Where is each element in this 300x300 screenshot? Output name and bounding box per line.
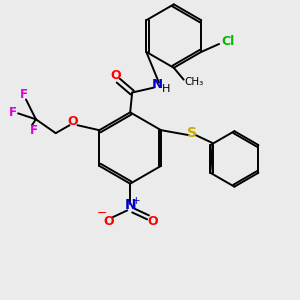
Text: O: O <box>110 69 121 82</box>
Text: O: O <box>148 215 158 228</box>
Text: N: N <box>124 199 136 212</box>
Text: O: O <box>67 115 78 128</box>
Text: N: N <box>152 78 163 91</box>
Text: H: H <box>162 84 170 94</box>
Text: O: O <box>103 215 114 228</box>
Text: −: − <box>97 207 108 220</box>
Text: F: F <box>20 88 28 101</box>
Text: F: F <box>9 106 17 119</box>
Text: F: F <box>30 124 38 137</box>
Text: +: + <box>132 196 140 206</box>
Text: S: S <box>187 126 197 140</box>
Text: CH₃: CH₃ <box>184 76 203 87</box>
Text: Cl: Cl <box>221 34 235 47</box>
